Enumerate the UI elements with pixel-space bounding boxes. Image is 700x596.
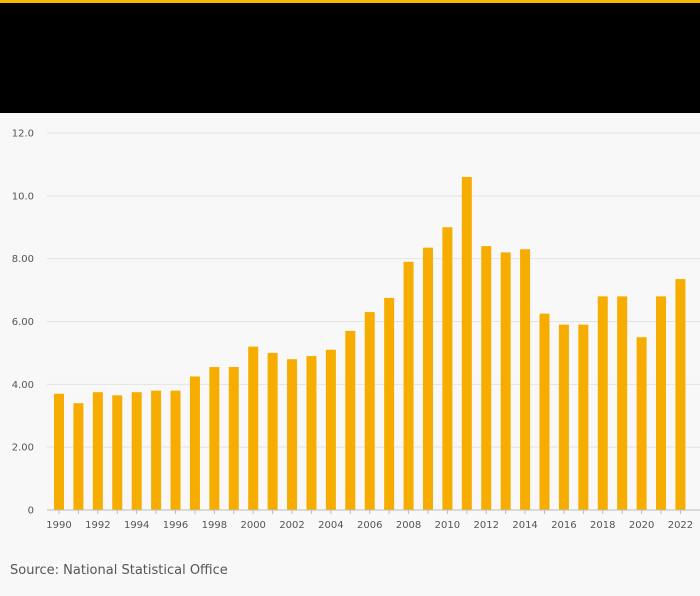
bar-1996: [170, 390, 181, 510]
x-tick-label-2008: 2008: [396, 520, 421, 531]
y-tick-label: 10.0: [12, 191, 34, 202]
accent-rule: [0, 0, 700, 3]
bar-2020: [636, 337, 647, 510]
bar-2003: [306, 356, 317, 510]
bar-1992: [92, 392, 103, 510]
bar-2018: [597, 296, 608, 510]
y-tick-label: 12.0: [12, 129, 34, 140]
x-axis-ticks: 1990 1992 1994 1996 1998 2000 2002 2004 2006 2008…: [46, 510, 693, 531]
y-tick-label: 8.00: [12, 254, 34, 265]
bar-2010: [442, 227, 453, 510]
bar-1994: [131, 392, 142, 510]
x-tick-label-2004: 2004: [318, 520, 343, 531]
bar-2013: [500, 252, 511, 510]
bar-2001: [267, 352, 278, 510]
x-tick-label-2002: 2002: [279, 520, 304, 531]
bars: [54, 176, 686, 510]
bar-2021: [656, 296, 667, 510]
x-tick-label-1994: 1994: [124, 520, 149, 531]
x-tick-label-2018: 2018: [590, 520, 615, 531]
bar-2009: [422, 247, 433, 510]
x-tick-label-2020: 2020: [629, 520, 654, 531]
bar-2006: [364, 312, 375, 510]
bar-1999: [228, 367, 239, 510]
x-tick-label-2022: 2022: [668, 520, 693, 531]
y-tick-label: 6.00: [12, 317, 34, 328]
bar-1993: [112, 395, 123, 510]
y-tick-label: 2.00: [12, 443, 34, 454]
x-tick-label-2014: 2014: [512, 520, 537, 531]
bar-2022: [675, 279, 686, 510]
x-tick-label-2006: 2006: [357, 520, 382, 531]
bar-1998: [209, 367, 220, 510]
bar-1997: [189, 376, 200, 510]
bar-2019: [617, 296, 628, 510]
x-tick-label-1998: 1998: [202, 520, 227, 531]
bar-2015: [539, 313, 550, 510]
source-note: Source: National Statistical Office: [10, 563, 228, 578]
bar-2017: [578, 324, 589, 510]
bar-2016: [558, 324, 569, 510]
x-tick-label-2016: 2016: [551, 520, 576, 531]
bar-chart: 0 2.00 4.00 6.00 8.00 10.0 12.0 1990 1992 1994 19…: [0, 113, 700, 553]
y-tick-label: 4.00: [12, 380, 34, 391]
bar-1990: [54, 393, 64, 510]
x-tick-label-1996: 1996: [163, 520, 188, 531]
bar-2004: [325, 349, 336, 510]
bar-1995: [151, 390, 162, 510]
bar-2002: [287, 359, 298, 510]
bar-2007: [384, 297, 395, 510]
x-tick-label-1990: 1990: [46, 520, 71, 531]
x-tick-label-2010: 2010: [435, 520, 460, 531]
header-band: [0, 3, 700, 113]
bar-1991: [73, 403, 84, 510]
gridlines: [47, 132, 700, 448]
x-tick-label-2000: 2000: [240, 520, 265, 531]
bar-2008: [403, 261, 414, 510]
bar-2011: [461, 176, 472, 510]
x-tick-label-2012: 2012: [474, 520, 499, 531]
bar-2005: [345, 330, 356, 510]
y-axis-tick-labels: 0 2.00 4.00 6.00 8.00 10.0 12.0: [12, 129, 34, 517]
bar-2000: [248, 346, 259, 510]
y-tick-label: 0: [28, 506, 34, 517]
bar-2012: [481, 246, 492, 510]
bar-2014: [520, 249, 531, 510]
x-tick-label-1992: 1992: [85, 520, 110, 531]
